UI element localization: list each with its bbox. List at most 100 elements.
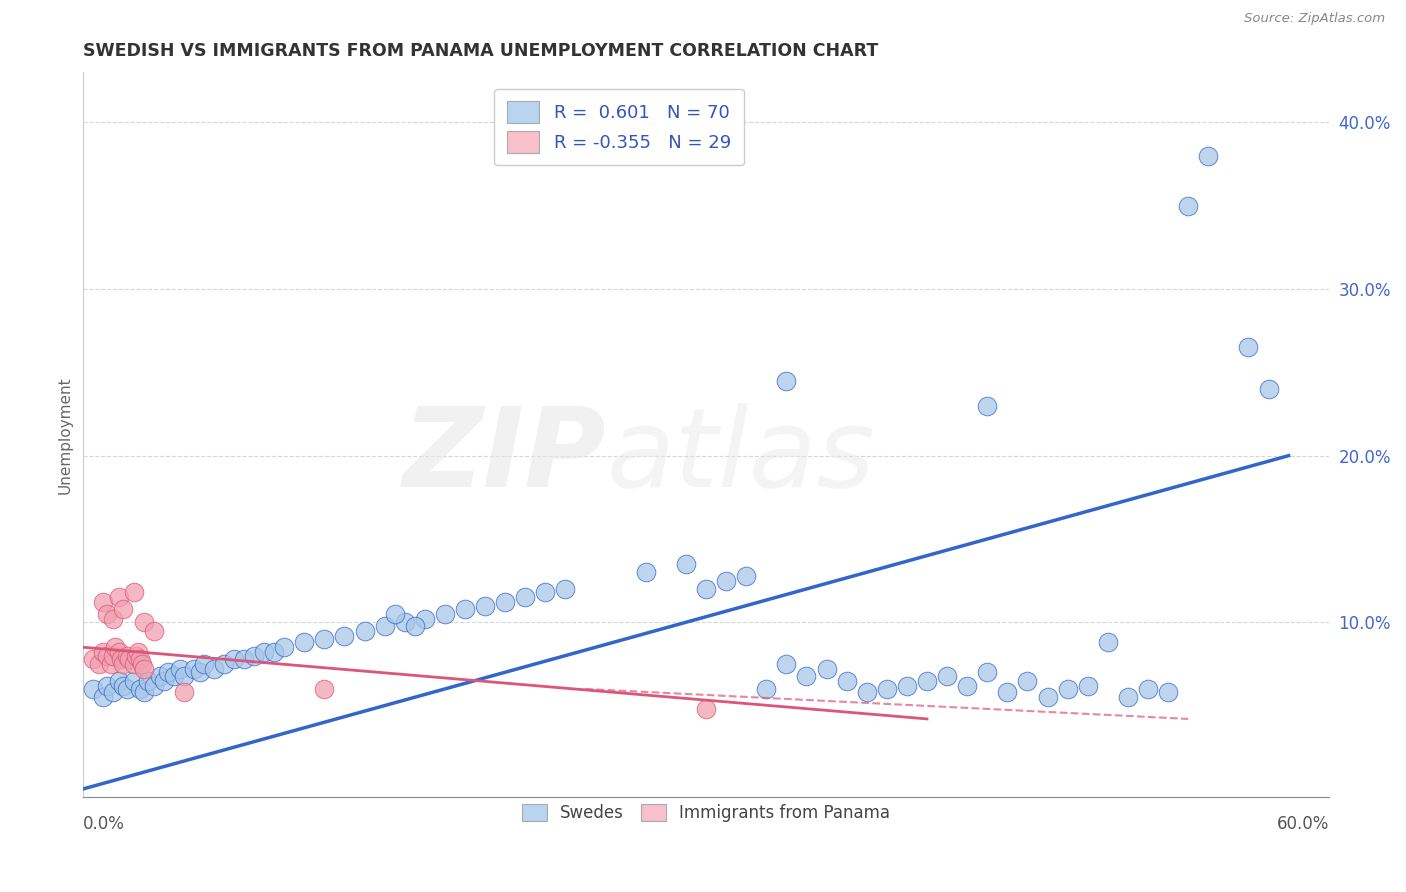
Point [96, 607, 118, 621]
Point [131, 657, 153, 671]
Y-axis label: Unemployment: Unemployment [58, 376, 72, 493]
Text: atlas: atlas [606, 403, 875, 510]
Point [108, 591, 131, 605]
Point [173, 685, 195, 699]
Point [222, 652, 245, 666]
Point [93, 690, 115, 705]
Point [233, 652, 256, 666]
Point [1237, 340, 1260, 354]
Point [292, 635, 315, 649]
Point [454, 602, 477, 616]
Point [118, 652, 141, 666]
Point [243, 648, 266, 663]
Point [353, 624, 375, 638]
Point [1197, 149, 1219, 163]
Point [474, 599, 496, 613]
Point [82, 681, 104, 696]
Point [394, 615, 416, 630]
Point [936, 668, 959, 682]
Point [1136, 681, 1159, 696]
Point [956, 679, 979, 693]
Point [675, 557, 697, 571]
Point [183, 662, 205, 676]
Point [104, 640, 127, 655]
Text: Source: ZipAtlas.com: Source: ZipAtlas.com [1244, 12, 1385, 25]
Point [314, 632, 336, 646]
Point [896, 679, 918, 693]
Point [1017, 673, 1039, 688]
Point [815, 662, 838, 676]
Point [995, 685, 1018, 699]
Point [755, 681, 778, 696]
Point [136, 673, 159, 688]
Point [122, 657, 145, 671]
Point [494, 595, 516, 609]
Point [775, 374, 797, 388]
Point [173, 668, 195, 682]
Point [333, 629, 356, 643]
Point [1177, 199, 1199, 213]
Point [156, 665, 179, 680]
Point [112, 602, 135, 616]
Point [96, 648, 118, 663]
Point [132, 685, 155, 699]
Text: SWEDISH VS IMMIGRANTS FROM PANAMA UNEMPLOYMENT CORRELATION CHART: SWEDISH VS IMMIGRANTS FROM PANAMA UNEMPL… [83, 42, 879, 60]
Point [1157, 685, 1180, 699]
Point [103, 612, 125, 626]
Point [433, 607, 456, 621]
Point [93, 645, 115, 659]
Point [534, 585, 557, 599]
Point [128, 652, 150, 666]
Point [128, 681, 150, 696]
Point [110, 652, 132, 666]
Point [103, 648, 125, 663]
Point [108, 673, 131, 688]
Point [775, 657, 797, 671]
Point [976, 399, 998, 413]
Point [142, 624, 165, 638]
Legend: Swedes, Immigrants from Panama: Swedes, Immigrants from Panama [515, 797, 897, 829]
Point [96, 679, 118, 693]
Point [117, 648, 139, 663]
Text: 0.0%: 0.0% [83, 815, 125, 833]
Point [835, 673, 858, 688]
Point [413, 612, 436, 626]
Point [82, 652, 104, 666]
Point [122, 585, 145, 599]
Point [122, 673, 145, 688]
Point [188, 665, 211, 680]
Point [1077, 679, 1099, 693]
Point [132, 615, 155, 630]
Point [103, 685, 125, 699]
Point [263, 645, 285, 659]
Point [1116, 690, 1139, 705]
Point [93, 595, 115, 609]
Point [735, 568, 758, 582]
Point [515, 591, 537, 605]
Point [695, 582, 717, 596]
Point [314, 681, 336, 696]
Point [695, 702, 717, 716]
Point [374, 618, 396, 632]
Point [100, 657, 122, 671]
Point [876, 681, 898, 696]
Point [193, 657, 215, 671]
Text: ZIP: ZIP [404, 403, 606, 510]
Point [127, 645, 149, 659]
Point [1097, 635, 1119, 649]
Point [117, 681, 139, 696]
Point [108, 645, 131, 659]
Point [1036, 690, 1059, 705]
Point [634, 566, 657, 580]
Point [976, 665, 998, 680]
Point [89, 657, 111, 671]
Point [273, 640, 295, 655]
Point [384, 607, 406, 621]
Point [253, 645, 276, 659]
Point [169, 662, 191, 676]
Point [149, 668, 172, 682]
Point [554, 582, 576, 596]
Point [112, 679, 135, 693]
Point [796, 668, 818, 682]
Point [124, 648, 146, 663]
